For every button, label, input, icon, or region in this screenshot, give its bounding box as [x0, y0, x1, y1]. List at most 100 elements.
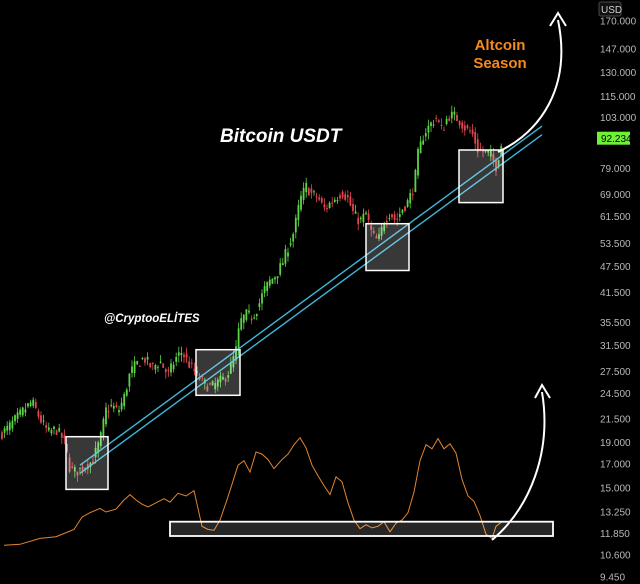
candle-body — [375, 236, 378, 239]
candle-body — [21, 407, 24, 416]
candle-body — [453, 111, 456, 115]
candle-body — [435, 117, 438, 119]
candle-body — [271, 278, 274, 284]
oscillator-line — [3, 436, 503, 546]
candle-body — [50, 430, 53, 434]
candle-body — [214, 383, 217, 390]
candle-body — [372, 230, 375, 233]
chart-title: Bitcoin USDT — [220, 126, 343, 147]
candle-body — [105, 407, 107, 425]
candle-body — [133, 361, 136, 373]
candle-body — [414, 170, 417, 192]
candle-body — [297, 204, 300, 221]
candle-body — [24, 409, 27, 413]
candle-body — [492, 153, 495, 161]
candle-body — [47, 427, 50, 431]
candle-body — [99, 432, 102, 446]
candle-body — [383, 224, 386, 232]
annotation-line-2: Season — [473, 55, 526, 72]
current-price-label: 92.234 — [597, 131, 632, 145]
upper-arrow-head — [549, 11, 567, 27]
candle-body — [144, 358, 146, 363]
candle-body — [97, 442, 100, 453]
candle-body — [224, 378, 227, 382]
candle-body — [242, 314, 245, 323]
highlight-box — [458, 149, 504, 204]
currency-label: USD — [601, 5, 622, 16]
candle-body — [232, 356, 235, 368]
highlight-box — [365, 222, 410, 272]
candle-body — [253, 317, 256, 319]
candle-body — [235, 346, 237, 361]
y-tick-label: 103.000 — [600, 113, 637, 124]
candle-body — [422, 140, 425, 145]
y-tick-label: 17.000 — [600, 460, 631, 471]
candle-body — [315, 196, 318, 198]
candle-body — [11, 420, 14, 429]
candle-body — [458, 120, 461, 126]
currency-selector[interactable]: USD — [598, 1, 622, 17]
candle-body — [495, 159, 497, 172]
candle-body — [396, 218, 399, 220]
candle-body — [484, 150, 487, 152]
candle-body — [110, 404, 113, 407]
candle-body — [250, 318, 253, 321]
highlight-box — [195, 348, 241, 397]
candle-body — [76, 471, 79, 476]
candle-body — [118, 410, 120, 413]
candle-body — [456, 115, 458, 122]
y-tick-label: 35.500 — [600, 318, 631, 329]
candle-body — [445, 118, 448, 125]
candle-body — [300, 195, 302, 210]
candle-body — [107, 411, 110, 413]
candle-body — [476, 139, 479, 153]
candle-body — [16, 412, 19, 419]
candle-body — [201, 376, 204, 378]
candle-body — [406, 200, 409, 207]
candle-body — [354, 211, 357, 214]
candle-body — [268, 279, 271, 286]
candle-body — [489, 151, 492, 157]
candle-body — [336, 200, 339, 202]
candle-body — [440, 124, 443, 126]
candle-body — [417, 149, 419, 176]
candle-body — [443, 129, 445, 131]
candle-body — [326, 208, 328, 210]
candle-body — [263, 286, 266, 293]
candle-body — [216, 379, 219, 387]
y-tick-label: 61.500 — [600, 212, 631, 223]
candle-body — [120, 402, 123, 410]
candle-body — [276, 276, 279, 279]
candle-body — [401, 209, 404, 213]
y-tick-label: 170.000 — [600, 17, 637, 28]
candle-body — [365, 212, 367, 215]
candle-body — [159, 361, 162, 364]
candle-body — [188, 361, 191, 368]
candle-body — [66, 443, 68, 452]
candle-body — [40, 415, 42, 423]
y-tick-label: 31.500 — [600, 341, 631, 352]
candle-body — [471, 129, 474, 135]
candle-body — [284, 249, 287, 264]
candle-body — [219, 375, 222, 383]
candle-body — [3, 428, 6, 433]
candle-body — [474, 132, 477, 144]
candle-body — [469, 130, 471, 132]
candle-body — [378, 234, 380, 239]
y-tick-label: 79.000 — [600, 164, 631, 175]
trendline-group — [79, 125, 543, 474]
candle-body — [391, 214, 393, 218]
price-axis: 170.000 147.000 130.000 115.000 103.000 79.00… — [600, 17, 637, 584]
candle-body — [302, 187, 305, 200]
candle-body — [136, 361, 139, 365]
candle-body — [385, 220, 388, 223]
candle-body — [497, 160, 500, 167]
candle-body — [175, 357, 178, 362]
candle-body — [370, 225, 373, 230]
support-zone-group — [169, 520, 554, 537]
candle-body — [281, 263, 284, 266]
candle-body — [164, 369, 167, 373]
candle-body — [482, 151, 484, 153]
